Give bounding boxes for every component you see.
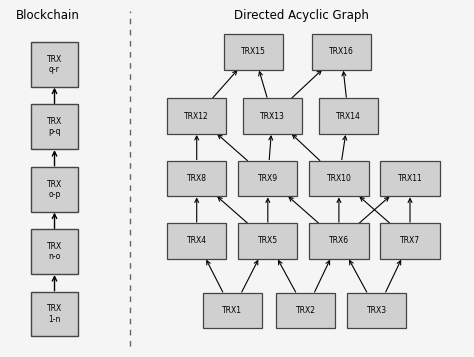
FancyBboxPatch shape bbox=[309, 161, 368, 196]
Text: TRX
p-q: TRX p-q bbox=[47, 117, 62, 136]
FancyBboxPatch shape bbox=[31, 230, 78, 274]
FancyBboxPatch shape bbox=[238, 223, 298, 259]
FancyBboxPatch shape bbox=[31, 292, 78, 336]
FancyBboxPatch shape bbox=[309, 223, 368, 259]
FancyBboxPatch shape bbox=[238, 161, 298, 196]
Text: TRX2: TRX2 bbox=[296, 306, 316, 315]
Text: TRX14: TRX14 bbox=[336, 111, 361, 121]
Text: TRX1: TRX1 bbox=[222, 306, 242, 315]
FancyBboxPatch shape bbox=[380, 223, 439, 259]
Text: TRX10: TRX10 bbox=[327, 174, 351, 183]
FancyBboxPatch shape bbox=[347, 293, 407, 328]
Text: Blockchain: Blockchain bbox=[16, 9, 79, 22]
Text: TRX16: TRX16 bbox=[329, 47, 354, 56]
Text: TRX3: TRX3 bbox=[367, 306, 387, 315]
Text: TRX6: TRX6 bbox=[329, 236, 349, 246]
FancyBboxPatch shape bbox=[31, 42, 78, 86]
FancyBboxPatch shape bbox=[243, 98, 302, 134]
Text: TRX
q-r: TRX q-r bbox=[47, 55, 62, 74]
FancyBboxPatch shape bbox=[31, 167, 78, 211]
Text: TRX8: TRX8 bbox=[187, 174, 207, 183]
Text: TRX13: TRX13 bbox=[260, 111, 285, 121]
FancyBboxPatch shape bbox=[167, 161, 226, 196]
Text: Directed Acyclic Graph: Directed Acyclic Graph bbox=[234, 9, 368, 22]
Text: TRX5: TRX5 bbox=[258, 236, 278, 246]
FancyBboxPatch shape bbox=[167, 98, 226, 134]
FancyBboxPatch shape bbox=[319, 98, 378, 134]
Text: TRX11: TRX11 bbox=[398, 174, 422, 183]
Text: TRX
o-p: TRX o-p bbox=[47, 180, 62, 199]
Text: TRX4: TRX4 bbox=[187, 236, 207, 246]
FancyBboxPatch shape bbox=[276, 293, 336, 328]
Text: TRX15: TRX15 bbox=[241, 47, 266, 56]
FancyBboxPatch shape bbox=[202, 293, 262, 328]
FancyBboxPatch shape bbox=[380, 161, 439, 196]
Text: TRX12: TRX12 bbox=[184, 111, 209, 121]
FancyBboxPatch shape bbox=[31, 104, 78, 149]
Text: TRX9: TRX9 bbox=[258, 174, 278, 183]
FancyBboxPatch shape bbox=[167, 223, 226, 259]
FancyBboxPatch shape bbox=[224, 34, 283, 70]
FancyBboxPatch shape bbox=[311, 34, 371, 70]
Text: TRX
n-o: TRX n-o bbox=[47, 242, 62, 261]
Text: TRX7: TRX7 bbox=[400, 236, 420, 246]
Text: TRX
1-n: TRX 1-n bbox=[47, 305, 62, 324]
